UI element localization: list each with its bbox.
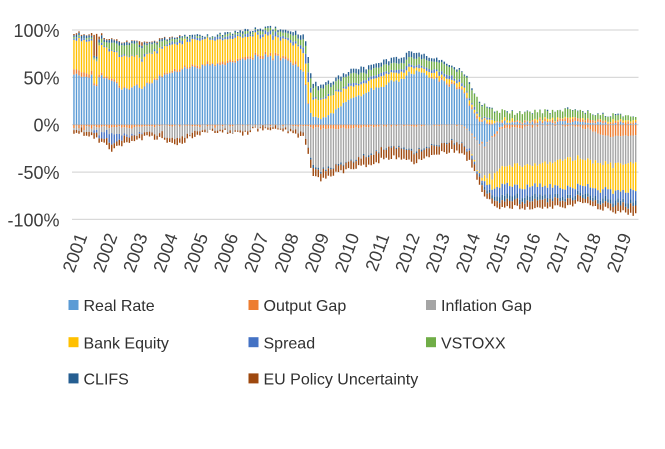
svg-text:Bank Equity: Bank Equity: [84, 335, 169, 352]
svg-text:EU Policy Uncertainty: EU Policy Uncertainty: [264, 372, 419, 389]
svg-text:CLIFS: CLIFS: [84, 372, 129, 389]
svg-text:0%: 0%: [33, 116, 59, 136]
svg-text:50%: 50%: [23, 68, 59, 88]
svg-text:Output Gap: Output Gap: [264, 298, 347, 315]
svg-text:Spread: Spread: [264, 335, 316, 352]
svg-text:100%: 100%: [13, 21, 59, 41]
svg-text:Real Rate: Real Rate: [84, 298, 155, 315]
svg-text:VSTOXX: VSTOXX: [441, 335, 506, 352]
svg-text:-100%: -100%: [7, 210, 59, 230]
svg-text:-50%: -50%: [17, 163, 59, 183]
svg-text:Inflation Gap: Inflation Gap: [441, 298, 532, 315]
